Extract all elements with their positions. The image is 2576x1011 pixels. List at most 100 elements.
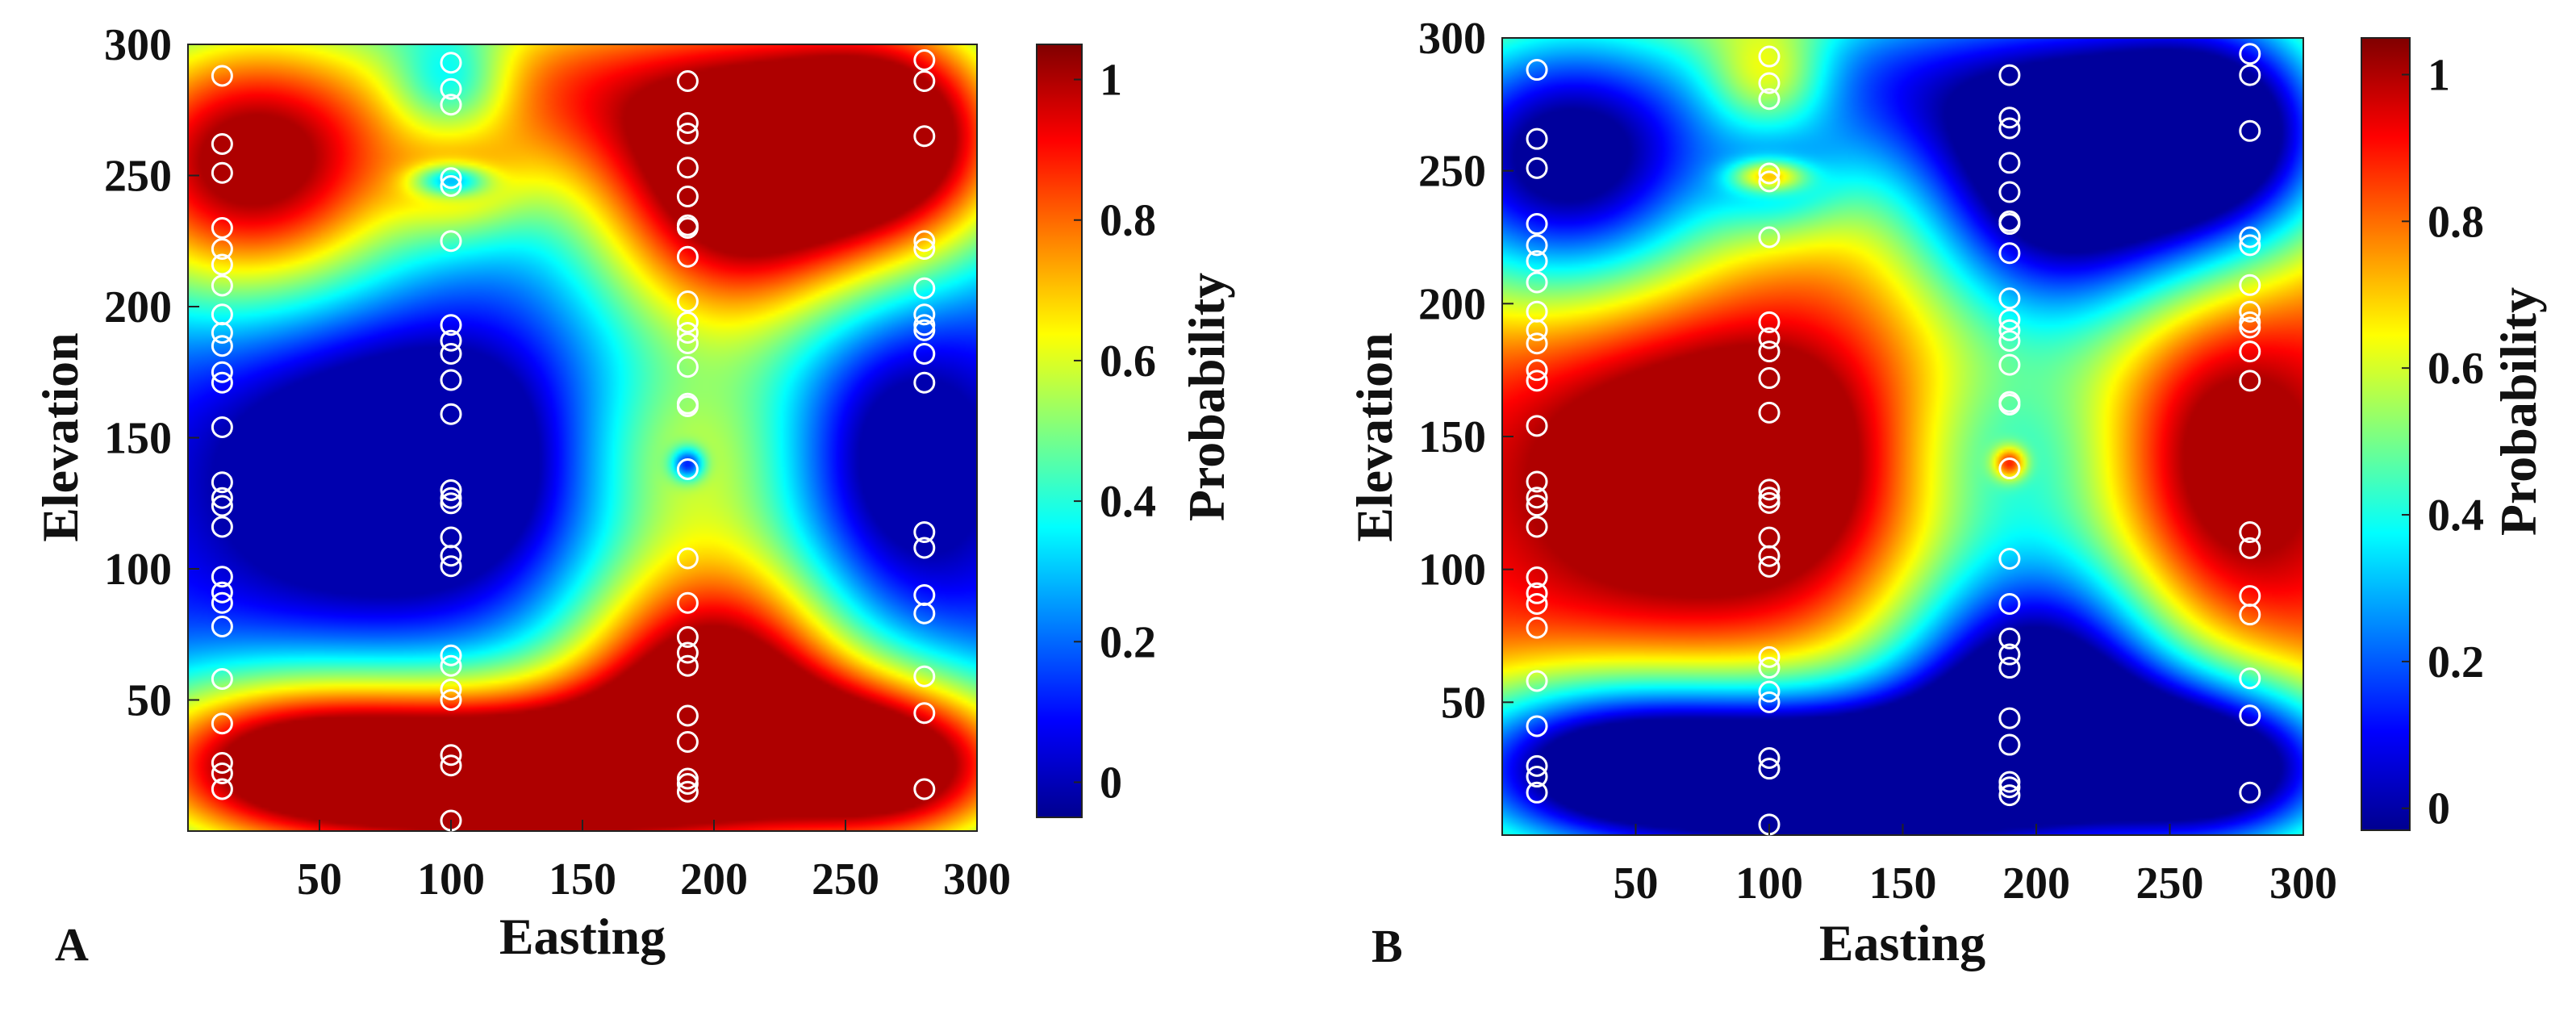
sample-point bbox=[440, 644, 462, 666]
sample-point bbox=[913, 49, 936, 71]
y-tick-label: 100 bbox=[104, 545, 172, 595]
x-tick-label: 100 bbox=[417, 854, 485, 904]
sample-point bbox=[2239, 537, 2261, 559]
sample-point bbox=[913, 230, 936, 253]
sample-point bbox=[211, 322, 233, 344]
sample-point bbox=[211, 712, 233, 735]
sample-point bbox=[211, 566, 233, 588]
sample-point bbox=[2239, 119, 2261, 142]
sample-point bbox=[1526, 470, 1548, 493]
sample-point bbox=[440, 479, 462, 501]
sample-point bbox=[2239, 300, 2261, 323]
sample-point bbox=[211, 581, 233, 604]
y-ticks-b: 50 100 150 200 250 300 bbox=[1418, 14, 1513, 728]
sample-points-a bbox=[211, 49, 936, 832]
x-tick-label: 250 bbox=[2136, 859, 2204, 909]
sample-point bbox=[211, 238, 233, 260]
sample-point bbox=[1526, 157, 1548, 179]
sample-point bbox=[2239, 370, 2261, 392]
sample-point bbox=[676, 245, 699, 268]
sample-point bbox=[1758, 162, 1781, 185]
sample-point bbox=[676, 356, 699, 378]
sample-point bbox=[1526, 250, 1548, 273]
sample-point bbox=[1526, 319, 1548, 341]
colorbar-tick-label: 0.8 bbox=[1100, 196, 1156, 246]
sample-point bbox=[676, 112, 699, 134]
sample-point bbox=[1526, 487, 1548, 509]
sample-point bbox=[211, 65, 233, 87]
sample-point bbox=[1758, 680, 1781, 703]
sample-point bbox=[1526, 715, 1548, 737]
sample-point bbox=[913, 537, 936, 559]
sample-point bbox=[2239, 234, 2261, 257]
sample-point bbox=[1526, 415, 1548, 437]
sample-point bbox=[211, 416, 233, 438]
sample-point bbox=[676, 773, 699, 795]
sample-point bbox=[440, 343, 462, 365]
colorbar-tick-label: 0 bbox=[1100, 758, 1122, 808]
sample-point bbox=[1526, 332, 1548, 355]
sample-point bbox=[1758, 645, 1781, 668]
colorbar-ticks-b: 0 0.2 0.4 0.6 0.8 1 bbox=[2402, 50, 2484, 834]
sample-point bbox=[1758, 657, 1781, 679]
sample-point bbox=[211, 778, 233, 800]
sample-point bbox=[1526, 359, 1548, 382]
sample-point bbox=[1526, 213, 1548, 236]
sample-point bbox=[1758, 746, 1781, 769]
y-tick-label: 300 bbox=[1418, 14, 1486, 64]
sample-point bbox=[1998, 771, 2021, 793]
y-tick-label: 100 bbox=[1418, 545, 1486, 595]
sample-point bbox=[676, 157, 699, 179]
sample-point bbox=[1758, 327, 1781, 349]
colorbar-tick-label: 0.6 bbox=[1100, 336, 1156, 386]
sample-point bbox=[676, 591, 699, 614]
sample-point bbox=[1758, 487, 1781, 509]
x-ticks-b: 50 100 150 200 250 300 bbox=[1614, 824, 2337, 909]
sample-point bbox=[913, 778, 936, 800]
sample-point bbox=[440, 545, 462, 567]
sample-point bbox=[913, 702, 936, 725]
colorbar-tick-label: 1 bbox=[2428, 50, 2450, 100]
sample-point bbox=[1526, 754, 1548, 777]
sample-point bbox=[676, 70, 699, 92]
sample-point bbox=[440, 555, 462, 578]
sample-point bbox=[211, 495, 233, 517]
sample-point bbox=[1526, 781, 1548, 804]
sample-point bbox=[676, 767, 699, 790]
y-axis-label: Elevation bbox=[1346, 332, 1403, 542]
sample-point bbox=[2239, 667, 2261, 690]
sample-point bbox=[1758, 311, 1781, 333]
sample-point bbox=[1758, 367, 1781, 390]
sample-point bbox=[440, 230, 462, 253]
sample-point bbox=[1758, 545, 1781, 567]
sample-point bbox=[440, 77, 462, 100]
y-tick-label: 50 bbox=[1441, 678, 1486, 728]
y-axis-label: Elevation bbox=[31, 332, 89, 542]
sample-point bbox=[913, 521, 936, 543]
sample-point bbox=[1758, 758, 1781, 780]
y-tick-label: 50 bbox=[127, 676, 172, 726]
sample-point bbox=[676, 332, 699, 354]
sample-point bbox=[913, 238, 936, 260]
sample-point bbox=[913, 303, 936, 326]
sample-point bbox=[676, 458, 699, 480]
sample-point bbox=[211, 161, 233, 184]
sample-point bbox=[1998, 707, 2021, 729]
sample-point bbox=[913, 319, 936, 341]
sample-point bbox=[676, 123, 699, 144]
sample-point bbox=[1998, 319, 2021, 341]
panel-b: 50 100 150 200 250 300 50 100 150 200 250 300 East… bbox=[1346, 14, 2547, 972]
sample-point bbox=[1998, 152, 2021, 174]
y-tick-label: 250 bbox=[1418, 147, 1486, 197]
sample-point bbox=[2239, 274, 2261, 296]
colorbar-label: Probability bbox=[2490, 287, 2547, 536]
sample-point bbox=[1758, 340, 1781, 363]
sample-point bbox=[2239, 43, 2261, 65]
sample-point bbox=[676, 654, 699, 677]
sample-point bbox=[440, 52, 462, 74]
sample-point bbox=[1526, 582, 1548, 604]
sample-point bbox=[676, 731, 699, 753]
colorbar-ticks-a: 0 0.2 0.4 0.6 0.8 1 bbox=[1074, 56, 1156, 808]
sample-point bbox=[1526, 59, 1548, 81]
sample-point bbox=[2239, 521, 2261, 544]
